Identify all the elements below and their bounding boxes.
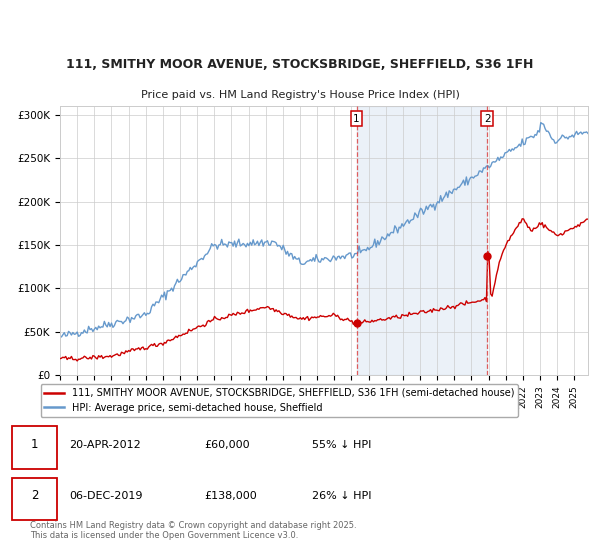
Text: £138,000: £138,000 (204, 491, 257, 501)
Text: 20-APR-2012: 20-APR-2012 (69, 440, 141, 450)
Text: 111, SMITHY MOOR AVENUE, STOCKSBRIDGE, SHEFFIELD, S36 1FH: 111, SMITHY MOOR AVENUE, STOCKSBRIDGE, S… (67, 58, 533, 71)
FancyBboxPatch shape (12, 478, 57, 520)
Text: 1: 1 (31, 438, 38, 451)
FancyBboxPatch shape (12, 427, 57, 469)
Text: 06-DEC-2019: 06-DEC-2019 (69, 491, 143, 501)
Text: 55% ↓ HPI: 55% ↓ HPI (312, 440, 371, 450)
Text: 2: 2 (484, 114, 491, 124)
Text: Price paid vs. HM Land Registry's House Price Index (HPI): Price paid vs. HM Land Registry's House … (140, 90, 460, 100)
Text: £60,000: £60,000 (204, 440, 250, 450)
Text: 26% ↓ HPI: 26% ↓ HPI (312, 491, 371, 501)
Bar (356, 106, 487, 375)
Text: 1: 1 (353, 114, 360, 124)
Text: Contains HM Land Registry data © Crown copyright and database right 2025.
This d: Contains HM Land Registry data © Crown c… (30, 521, 356, 540)
Legend: 111, SMITHY MOOR AVENUE, STOCKSBRIDGE, SHEFFIELD, S36 1FH (semi-detached house),: 111, SMITHY MOOR AVENUE, STOCKSBRIDGE, S… (41, 384, 518, 417)
Text: 2: 2 (31, 489, 38, 502)
